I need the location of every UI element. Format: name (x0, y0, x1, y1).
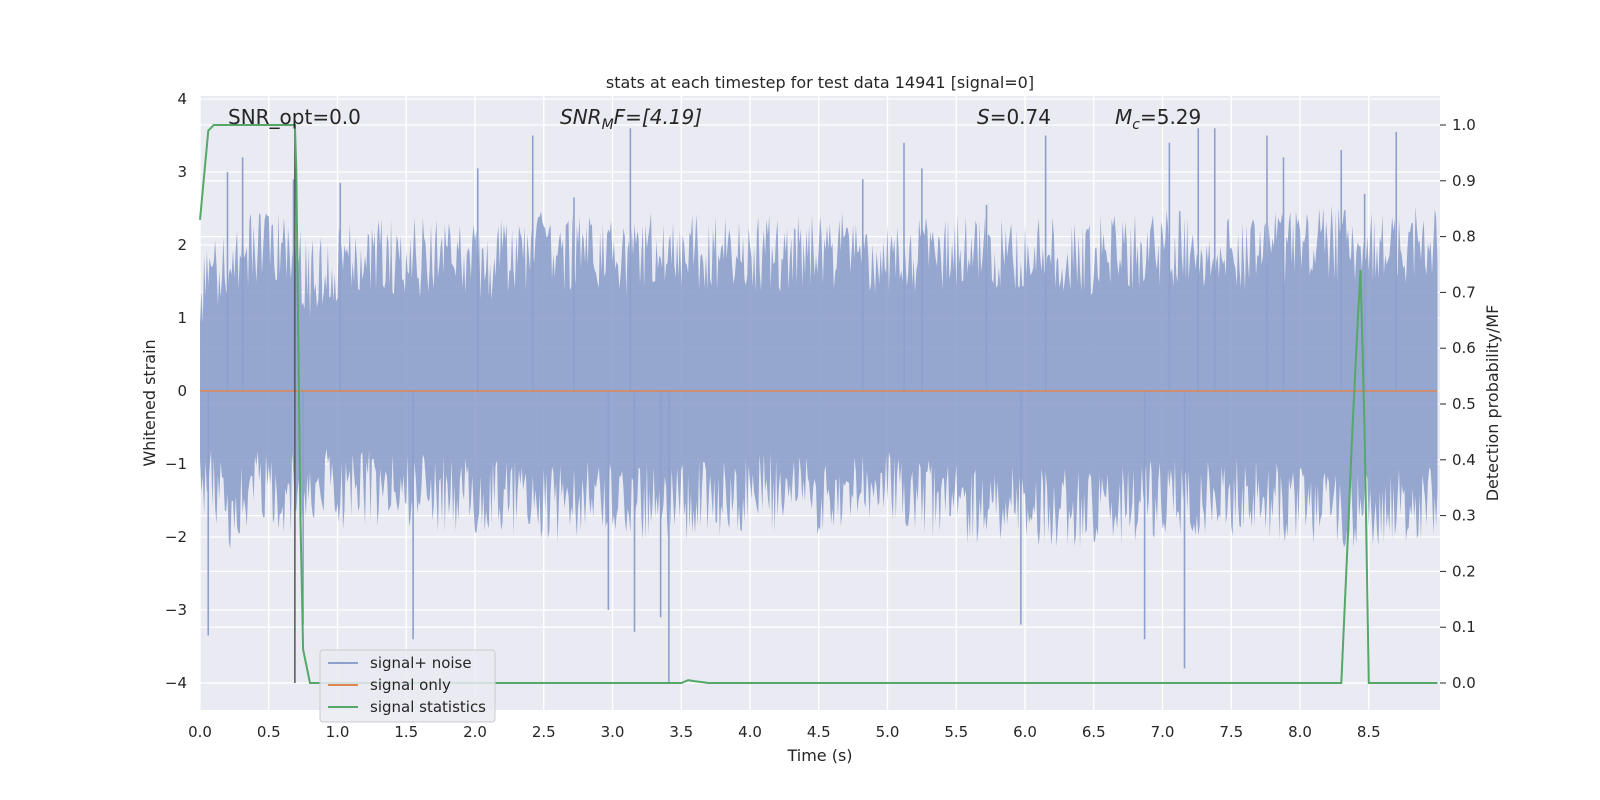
annotation-mc: Mc=5.29 (1115, 105, 1201, 133)
y-right-tick-label-3: 0.7 (1452, 283, 1476, 301)
x-tick-label-15: 7.5 (1219, 723, 1243, 741)
y-left-tick-label-3: 1 (177, 309, 187, 327)
y-left-tick-labels: 4 3 2 1 0 −1 −2 −3 −4 (165, 90, 187, 692)
y-right-tick-labels: 1.0 0.9 0.8 0.7 0.6 0.5 0.4 0.3 0.2 0.1 0.0 (1452, 116, 1476, 692)
annotation-snr-mf: SNRMF=[4.19] (560, 105, 702, 133)
y-left-tick-label-7: −3 (165, 601, 187, 619)
legend-box (319, 649, 496, 723)
x-tick-label-0: 0.0 (188, 723, 212, 741)
x-tick-label-2: 1.0 (326, 723, 350, 741)
x-tick-label-3: 1.5 (394, 723, 418, 741)
y-right-tick-label-0: 1.0 (1452, 116, 1476, 134)
legend-label-signal-statistics: signal statistics (370, 698, 486, 716)
legend-label-signal-noise: signal+ noise (370, 654, 472, 672)
y-left-tick-label-8: −4 (165, 674, 187, 692)
annotation-s: S=0.74 (977, 105, 1051, 129)
chart-title: stats at each timestep for test data 149… (606, 73, 1034, 92)
y-right-tick-label-2: 0.8 (1452, 228, 1476, 246)
x-tick-labels: 0.0 0.5 1.0 1.5 2.0 2.5 3.0 3.5 4.0 4.5 5.0 5.5 6.0 6… (188, 723, 1381, 741)
x-tick-label-17: 8.5 (1357, 723, 1381, 741)
annotation-s-main: S (977, 105, 990, 129)
annotation-snr-mf-rest: F=[4.19] (614, 105, 702, 129)
series-signal-noise-spikes (207, 128, 1398, 683)
x-tick-label-8: 4.0 (738, 723, 762, 741)
x-axis-label: Time (s) (786, 746, 852, 765)
annotation-snr-mf-sub: M (602, 117, 614, 133)
y-right-tick-label-10: 0.0 (1452, 674, 1476, 692)
y-left-tick-label-5: −1 (165, 455, 187, 473)
legend-label-signal-only: signal only (370, 676, 451, 694)
annotation-mc-sub: c (1132, 117, 1140, 133)
annotation-s-rest: =0.74 (990, 105, 1051, 129)
series-signal-statistics (199, 124, 1438, 684)
y-left-tick-label-0: 4 (177, 90, 187, 108)
y-right-tick-label-9: 0.1 (1452, 618, 1476, 636)
y-right-tick-label-6: 0.4 (1452, 451, 1476, 469)
x-tick-label-1: 0.5 (257, 723, 281, 741)
series-layer (199, 124, 1438, 684)
y-right-tick-label-1: 0.9 (1452, 172, 1476, 190)
x-tick-label-5: 2.5 (532, 723, 556, 741)
y-left-tick-label-6: −2 (165, 528, 187, 546)
y-right-tick-label-7: 0.3 (1452, 507, 1476, 525)
x-tick-label-7: 3.5 (669, 723, 693, 741)
y-left-tick-label-2: 2 (177, 236, 187, 254)
y-right-tick-label-5: 0.5 (1452, 395, 1476, 413)
x-tick-label-4: 2.0 (463, 723, 487, 741)
series-signal-noise-band (200, 205, 1438, 550)
annotation-snr-opt: SNR_opt=0.0 (228, 105, 361, 129)
x-tick-label-12: 6.0 (1013, 723, 1037, 741)
x-tick-label-14: 7.0 (1151, 723, 1175, 741)
x-tick-label-9: 4.5 (807, 723, 831, 741)
annotation-mc-main: M (1115, 105, 1132, 129)
y-right-tick-label-8: 0.2 (1452, 562, 1476, 580)
y-right-axis-label: Detection probability/MF (1483, 305, 1502, 502)
legend: signal+ noise signal only signal statist… (319, 649, 496, 723)
y-right-tick-label-4: 0.6 (1452, 339, 1476, 357)
x-tick-label-10: 5.0 (876, 723, 900, 741)
x-tick-label-11: 5.5 (944, 723, 968, 741)
y-left-tick-label-1: 3 (177, 163, 187, 181)
y-left-tick-label-4: 0 (177, 382, 187, 400)
y-left-axis-label: Whitened strain (140, 339, 159, 466)
annotation-snr-mf-main: SNR (560, 105, 602, 129)
x-tick-label-16: 8.0 (1288, 723, 1312, 741)
x-tick-label-6: 3.0 (601, 723, 625, 741)
annotation-mc-rest: =5.29 (1140, 105, 1201, 129)
x-tick-label-13: 6.5 (1082, 723, 1106, 741)
